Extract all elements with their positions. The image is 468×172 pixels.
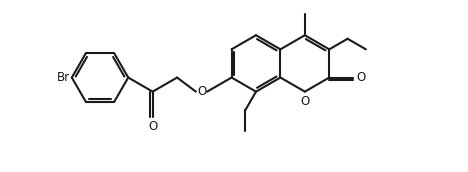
Text: O: O <box>148 120 157 133</box>
Text: O: O <box>356 71 366 84</box>
Text: Br: Br <box>57 71 70 84</box>
Text: O: O <box>300 95 309 108</box>
Text: O: O <box>197 85 206 98</box>
